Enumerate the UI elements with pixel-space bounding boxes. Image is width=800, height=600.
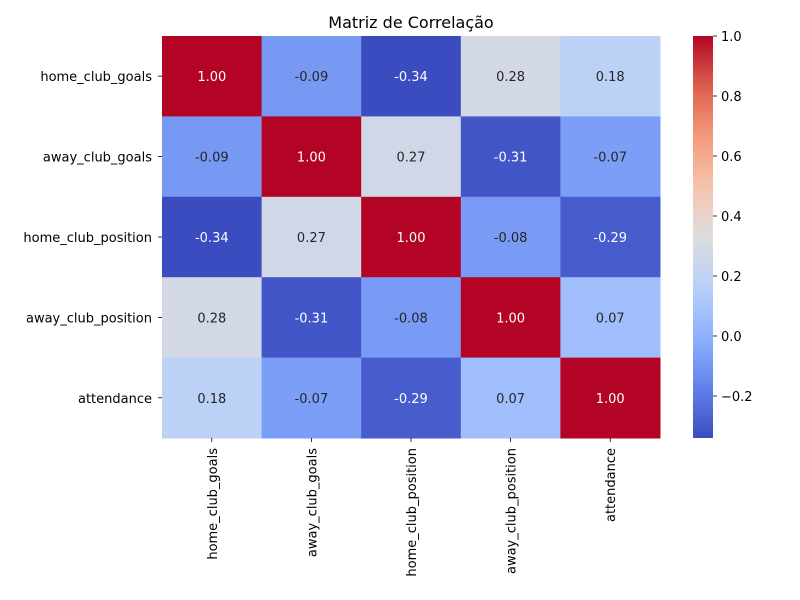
heatmap-cell	[460, 116, 561, 198]
chart-title: Matriz de Correlação	[328, 13, 493, 32]
heatmap-cell-value: -0.09	[295, 70, 329, 85]
heatmap-cell-value: 0.07	[596, 311, 625, 326]
heatmap-cell	[560, 36, 661, 117]
heatmap-cell	[261, 277, 362, 359]
heatmap-cell	[261, 357, 362, 439]
heatmap-cell	[361, 36, 462, 117]
row-tick-label: home_club_goals	[40, 70, 152, 85]
colorbar-tick-label: 0.2	[721, 270, 742, 285]
heatmap-cell	[361, 357, 462, 439]
column-tick-label: away_club_goals	[305, 448, 320, 557]
colorbar-tick-label: 0.4	[721, 210, 742, 225]
heatmap-cell	[560, 357, 661, 439]
heatmap-cell-value: 1.00	[596, 392, 625, 407]
heatmap-cell-value: 1.00	[197, 70, 226, 85]
heatmap-cell	[361, 196, 462, 278]
heatmap-cell	[560, 277, 661, 359]
row-tick-label: home_club_position	[23, 231, 152, 246]
heatmap-cell-value: -0.34	[195, 231, 229, 246]
colorbar-tick-label: 0.0	[721, 330, 742, 345]
heatmap-cell-value: -0.07	[593, 151, 627, 166]
heatmap-cell	[560, 116, 661, 198]
heatmap-cell-value: 0.28	[496, 70, 525, 85]
column-tick-label: away_club_position	[505, 448, 520, 574]
column-tick-label: attendance	[604, 448, 619, 522]
colorbar-tick-label: 0.8	[721, 90, 742, 105]
colorbar-ticks: −0.2 0.0 0.2 0.4 0.6 0.8 1.0	[713, 30, 753, 405]
row-tick-label: away_club_goals	[43, 151, 152, 166]
heatmap-cell-labels: 1.00 -0.09 -0.34 0.28 0.18 -0.09 1.00 0.27 -0.31…	[195, 70, 627, 407]
row-tick-labels: home_club_goals away_club_goals home_club_…	[23, 70, 162, 407]
heatmap-cell	[460, 196, 561, 278]
heatmap-cell-value: -0.29	[593, 231, 627, 246]
heatmap-cells	[162, 36, 661, 439]
heatmap-cell-value: -0.09	[195, 151, 229, 166]
heatmap-cell	[560, 196, 661, 278]
heatmap-cell-value: 1.00	[397, 231, 426, 246]
heatmap-cell	[162, 277, 263, 359]
heatmap-cell-value: 0.18	[197, 392, 226, 407]
heatmap-cell-value: 0.27	[297, 231, 326, 246]
heatmap-cell	[460, 36, 561, 117]
heatmap-cell	[261, 36, 362, 117]
colorbar-tick-label: 1.0	[721, 30, 742, 45]
heatmap-cell	[261, 196, 362, 278]
heatmap-cell-value: 1.00	[297, 151, 326, 166]
heatmap-cell	[460, 277, 561, 359]
heatmap-cell	[361, 277, 462, 359]
heatmap-cell-value: 0.18	[596, 70, 625, 85]
heatmap-cell-value: -0.07	[295, 392, 329, 407]
heatmap-cell-value: -0.08	[394, 311, 428, 326]
heatmap-cell-value: -0.29	[394, 392, 428, 407]
heatmap-cell-value: -0.31	[295, 311, 329, 326]
row-tick-label: away_club_position	[26, 311, 152, 326]
heatmap-cell-value: 0.28	[197, 311, 226, 326]
column-tick-label: home_club_position	[405, 448, 420, 577]
heatmap-cell	[162, 116, 263, 198]
colorbar-tick-label: 0.6	[721, 150, 742, 165]
heatmap-cell	[162, 357, 263, 439]
heatmap-cell-value: -0.34	[394, 70, 428, 85]
row-tick-label: attendance	[78, 392, 152, 407]
colorbar	[693, 36, 713, 438]
heatmap-cell	[460, 357, 561, 439]
heatmap-cell-value: -0.31	[494, 151, 528, 166]
column-tick-labels: home_club_goals away_club_goals home_club_…	[206, 438, 619, 577]
heatmap-cell	[361, 116, 462, 198]
heatmap-cell-value: -0.08	[494, 231, 528, 246]
heatmap-cell-value: 0.07	[496, 392, 525, 407]
column-tick-label: home_club_goals	[206, 448, 221, 560]
heatmap-cell	[162, 36, 263, 117]
heatmap-cell	[261, 116, 362, 198]
heatmap-cell	[162, 196, 263, 278]
heatmap-cell-value: 0.27	[397, 151, 426, 166]
heatmap-cell-value: 1.00	[496, 311, 525, 326]
colorbar-tick-label: −0.2	[721, 390, 753, 405]
